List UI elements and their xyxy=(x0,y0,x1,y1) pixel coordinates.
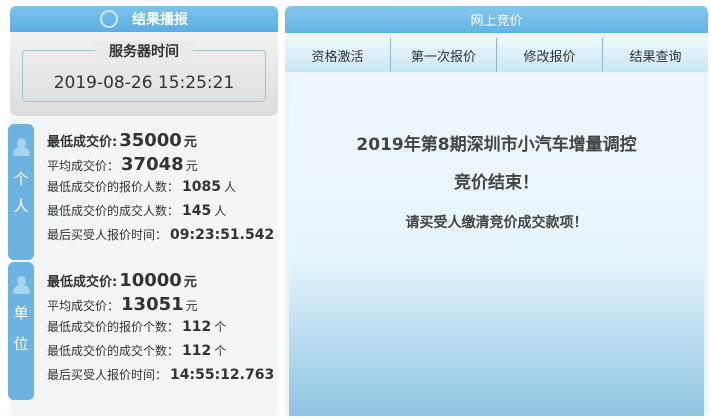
server-time-value: 2019-08-26 15:25:21 xyxy=(53,73,235,93)
result-broadcast-header: 结果播报 xyxy=(10,6,278,32)
person-icon xyxy=(13,138,30,156)
announcement-status: 竞价结束！ xyxy=(454,173,539,193)
tab-result-query[interactable]: 结果查询 xyxy=(629,49,682,65)
bidding-content: 2019年第8期深圳市小汽车增量调控 竞价结束！ 请买受人缴清竞价成交款项！ xyxy=(289,72,704,416)
deal-count-row: 最低成交价的成交人数： 145 人 xyxy=(47,203,227,219)
company-tab: 单 位 xyxy=(8,262,34,400)
company-person-icon xyxy=(13,276,30,294)
tab-char: 个 xyxy=(13,170,29,188)
personal-results: 个 人 最低成交价: 35000 元 平均成交价： 37048 元 最低成交价的报价人数… xyxy=(8,122,278,260)
tab-char: 单 xyxy=(13,304,29,322)
lowest-price-row: 最低成交价: 35000 元 xyxy=(47,130,197,151)
company-results: 单 位 最低成交价: 10000 元 平均成交价： 13051 元 最低成交价的报价个数… xyxy=(8,262,278,412)
online-bidding-panel: 网上竞价 资格激活 第一次报价 修改报价 结果查询 2019年第8期深圳市小汽车… xyxy=(285,6,708,416)
personal-tab: 个 人 xyxy=(8,124,34,260)
online-bidding-header: 网上竞价 xyxy=(285,6,708,33)
deal-count-row: 最低成交价的成交个数： 112 个 xyxy=(47,343,227,359)
tab-qualification-activation[interactable]: 资格激活 xyxy=(285,38,391,72)
last-bid-time-row: 最后买受人报价时间： 09:23:51.542 xyxy=(47,227,275,243)
tab-first-bid[interactable]: 第一次报价 xyxy=(391,38,497,72)
bid-count-row: 最低成交价的报价个数： 112 个 xyxy=(47,319,227,335)
tab-char: 人 xyxy=(13,197,29,215)
panel-title: 结果播报 xyxy=(132,12,188,28)
average-price-row: 平均成交价： 37048 元 xyxy=(47,154,198,175)
announcement-title: 2019年第8期深圳市小汽车增量调控 xyxy=(356,135,637,155)
result-broadcast-panel: 结果播报 服务器时间 2019-08-26 15:25:21 个 人 最低成交价… xyxy=(8,6,278,416)
bidding-tabs: 资格激活 第一次报价 修改报价 结果查询 xyxy=(285,38,708,72)
server-time-box: 服务器时间 2019-08-26 15:25:21 xyxy=(10,32,278,116)
tab-modify-bid[interactable]: 修改报价 xyxy=(497,38,603,72)
bid-count-row: 最低成交价的报价人数： 1085 人 xyxy=(47,179,236,195)
last-bid-time-row: 最后买受人报价时间： 14:55:12.763 xyxy=(47,367,275,383)
lowest-price-row: 最低成交价: 10000 元 xyxy=(47,270,197,291)
payment-notice: 请买受人缴清竞价成交款项！ xyxy=(405,215,588,231)
tab-char: 位 xyxy=(13,335,29,353)
refresh-clock-icon xyxy=(100,10,118,28)
average-price-row: 平均成交价： 13051 元 xyxy=(47,294,198,315)
server-time-label: 服务器时间 xyxy=(95,41,193,61)
